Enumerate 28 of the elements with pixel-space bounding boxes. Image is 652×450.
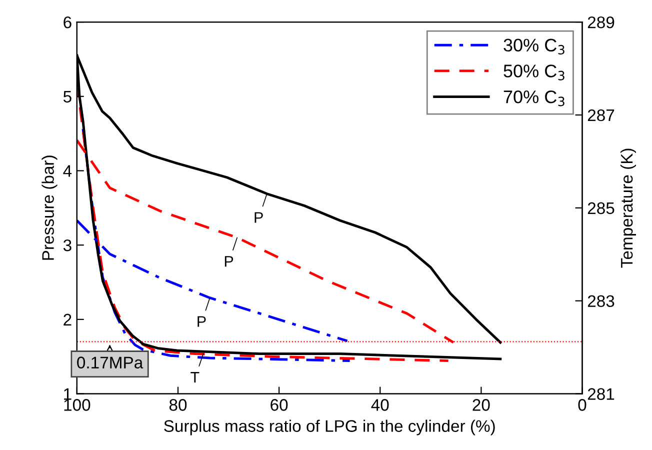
x-tick-label: 100 — [64, 399, 90, 411]
y2-tick-label: 283 — [588, 295, 614, 308]
annotation: P — [224, 256, 234, 267]
y-tick-label: 5 — [63, 90, 72, 103]
y2-tick-label: 281 — [588, 388, 614, 400]
x-tick-label: 40 — [371, 399, 389, 411]
x-axis-title: Surplus mass ratio of LPG in the cylinder (%) — [164, 420, 495, 436]
y-tick-label: 4 — [63, 165, 72, 177]
y-tick-label: 6 — [64, 16, 72, 28]
y-tick-label: 3 — [63, 239, 72, 252]
y2-axis-title: Temperature (K) — [620, 148, 636, 268]
annotation: T — [190, 372, 200, 383]
x-tick-label: 80 — [169, 399, 187, 411]
ref-line-label: 0.17MPa — [77, 356, 144, 368]
annotation: P — [198, 316, 206, 327]
y2-tick-label: 289 — [588, 16, 614, 28]
legend-label: 70% C$_{3}$ — [504, 90, 564, 106]
y-tick-label: 1 — [64, 388, 72, 400]
legend-label: 30% C$_{3}$ — [504, 38, 564, 54]
x-tick-label: 0 — [578, 399, 586, 411]
legend-label: 50% C$_{3}$ — [504, 64, 564, 80]
y-axis-title: Pressure (bar) — [42, 156, 58, 260]
annotation: P — [254, 212, 263, 223]
x-tick-label: 60 — [270, 399, 288, 411]
y-tick-label: 2 — [64, 314, 72, 326]
y2-tick-label: 287 — [588, 109, 614, 122]
x-tick-label: 20 — [472, 399, 490, 411]
y2-tick-label: 285 — [588, 202, 614, 214]
